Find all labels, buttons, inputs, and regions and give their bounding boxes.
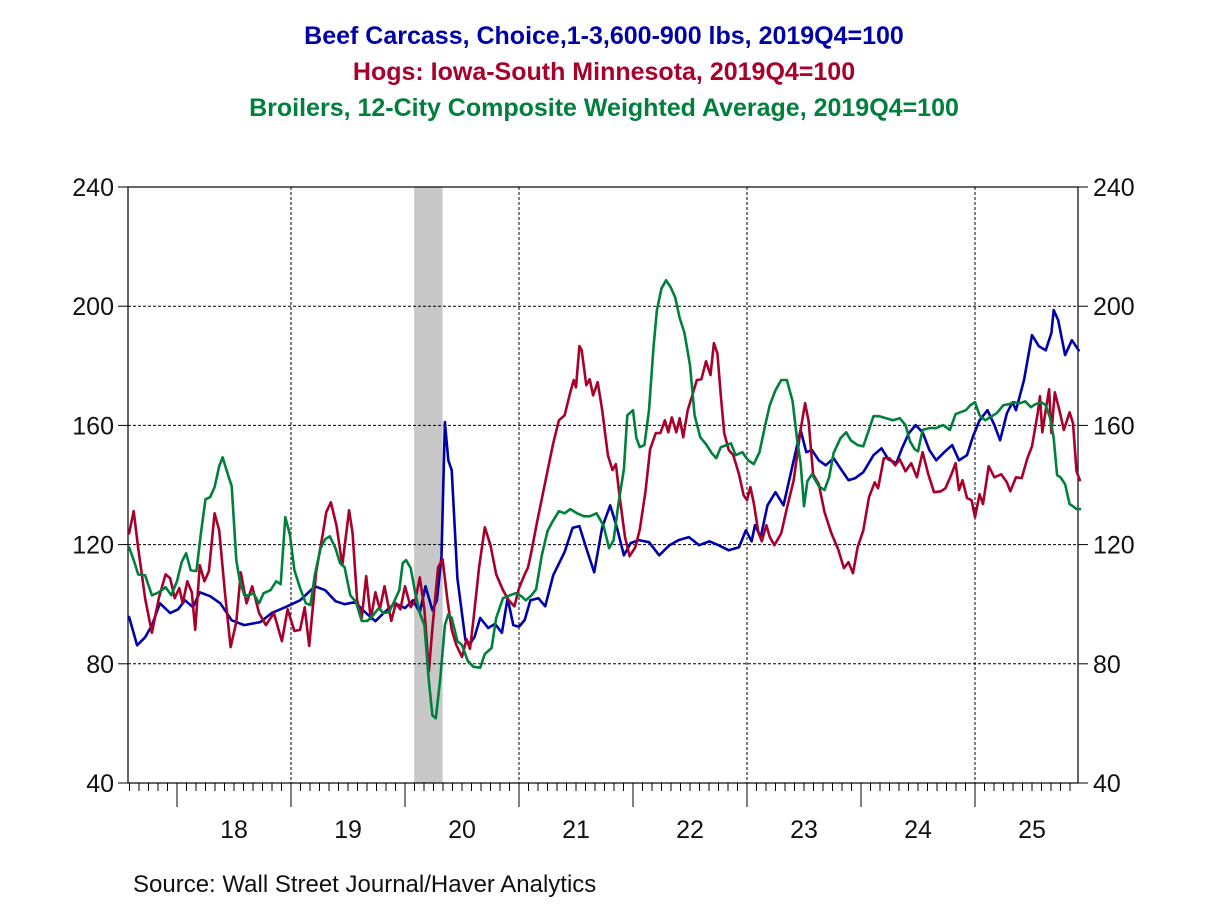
y-tick-label-left: 80 bbox=[86, 651, 114, 679]
source-note: Source: Wall Street Journal/Haver Analyt… bbox=[133, 871, 597, 898]
y-tick-label-left: 40 bbox=[86, 770, 114, 798]
chart-title-broilers: Broilers, 12-City Composite Weighted Ave… bbox=[249, 94, 959, 122]
chart-title-beef: Beef Carcass, Choice,1-3,600-900 lbs, 20… bbox=[304, 22, 904, 50]
x-tick-label: 25 bbox=[1018, 816, 1046, 844]
y-tick-label-right: 80 bbox=[1093, 651, 1121, 679]
x-tick-label: 20 bbox=[448, 816, 476, 844]
y-tick-label-right: 120 bbox=[1093, 532, 1135, 560]
y-tick-label-left: 120 bbox=[72, 532, 114, 560]
y-tick-label-right: 160 bbox=[1093, 412, 1135, 440]
y-tick-label-right: 200 bbox=[1093, 293, 1135, 321]
y-tick-label-left: 160 bbox=[72, 412, 114, 440]
x-tick-label: 21 bbox=[562, 816, 590, 844]
x-tick-label: 18 bbox=[220, 816, 248, 844]
x-tick-label: 24 bbox=[904, 816, 932, 844]
plot-frame bbox=[127, 186, 1079, 784]
x-tick-label: 19 bbox=[334, 816, 362, 844]
y-tick-label-right: 40 bbox=[1093, 770, 1121, 798]
chart-title-hogs: Hogs: Iowa-South Minnesota, 2019Q4=100 bbox=[352, 58, 856, 86]
series-line-broilers bbox=[127, 279, 1082, 720]
y-tick-label-left: 240 bbox=[72, 174, 114, 202]
y-tick-label-right: 240 bbox=[1093, 174, 1135, 202]
y-tick-label-left: 200 bbox=[72, 293, 114, 321]
series-line-beef bbox=[127, 308, 1080, 647]
x-tick-label: 22 bbox=[676, 816, 704, 844]
series-line-hogs bbox=[127, 341, 1082, 673]
x-tick-label: 23 bbox=[790, 816, 818, 844]
